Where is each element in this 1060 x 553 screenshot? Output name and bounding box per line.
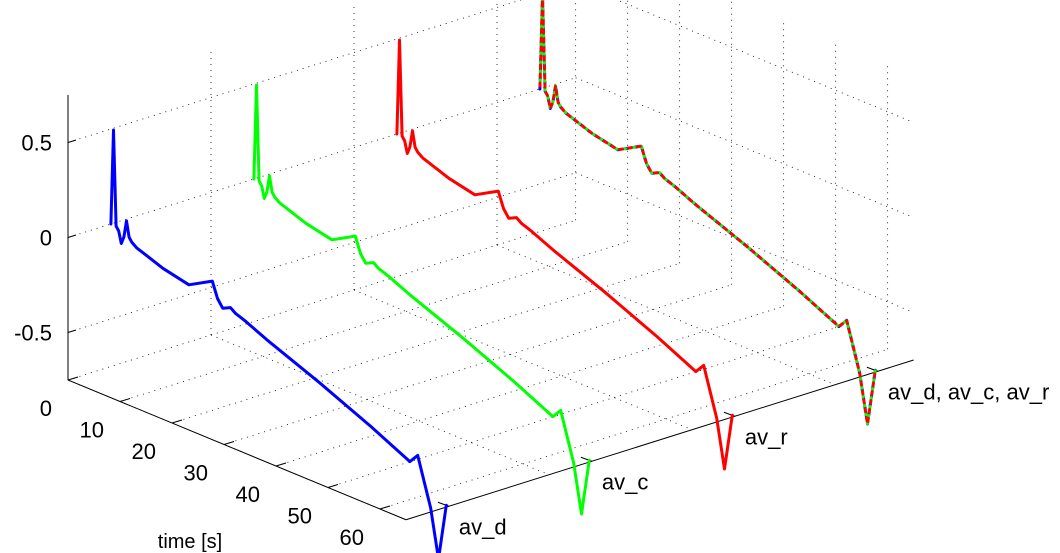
z-tick-label: -0.5 xyxy=(14,321,52,346)
y-tick-label: av_d, av_c, av_r xyxy=(888,379,1049,404)
side-grid-z-2 xyxy=(67,0,523,143)
x-tick-label: 20 xyxy=(132,439,156,464)
x-tick-label: 0 xyxy=(40,396,52,421)
x-tick-0 xyxy=(67,376,79,381)
x-tick-label: 30 xyxy=(184,461,208,486)
floor-grid-cat-3 xyxy=(496,244,836,386)
floor-grid-time-10 xyxy=(119,241,628,402)
back-grid-z-2 xyxy=(616,0,914,123)
floor-grid-cat-1 xyxy=(210,334,550,476)
series-line-overlay-0 xyxy=(538,0,877,426)
series-line-2 xyxy=(395,38,734,471)
x-axis-title: time [s] xyxy=(158,531,222,553)
x-tick-label: 60 xyxy=(340,525,364,550)
back-grid-z-0 xyxy=(575,172,914,313)
floor-grid-time-0 xyxy=(67,219,576,381)
floor-grid-time-20 xyxy=(171,262,680,424)
x-tick-4 xyxy=(275,462,287,467)
series-line-0 xyxy=(109,128,448,553)
x-tick-label: 10 xyxy=(80,418,104,443)
axes-layer xyxy=(67,95,914,521)
z-tick-label: 0.5 xyxy=(21,131,52,156)
y-tick-label: av_d xyxy=(459,514,507,539)
series-layer xyxy=(109,0,877,553)
labels-layer: -0.5 0 0.5 0 10 20 30 40 50 60 av_d av_c av_r av_d, a… xyxy=(14,131,1049,551)
series-line-overlay-2 xyxy=(538,0,877,426)
y-tick-label: av_r xyxy=(745,424,788,449)
x-tick-label: 50 xyxy=(288,504,312,529)
x-axis-line xyxy=(67,379,407,521)
series-line-overlay-1 xyxy=(538,0,877,426)
x-tick-3 xyxy=(223,441,235,445)
z-tick-label: 0 xyxy=(40,226,52,251)
x-tick-label: 40 xyxy=(236,482,260,507)
z-tick-2 xyxy=(67,139,77,143)
z-tick-0 xyxy=(67,329,77,333)
back-grid-z-1 xyxy=(575,77,914,218)
x-tick-6 xyxy=(379,505,391,510)
floor-grid-cat-2 xyxy=(353,289,693,431)
x-tick-1 xyxy=(119,398,131,402)
y-axis-line xyxy=(405,359,914,521)
floor-grid-time-30 xyxy=(223,284,732,445)
z-tick-1 xyxy=(67,234,77,238)
x-tick-2 xyxy=(171,419,183,424)
x-tick-5 xyxy=(327,484,339,488)
floor-grid-time-50 xyxy=(327,327,836,488)
y-tick-label: av_c xyxy=(602,469,648,494)
series-line-1 xyxy=(252,83,591,516)
side-grid-z-1 xyxy=(67,77,576,238)
